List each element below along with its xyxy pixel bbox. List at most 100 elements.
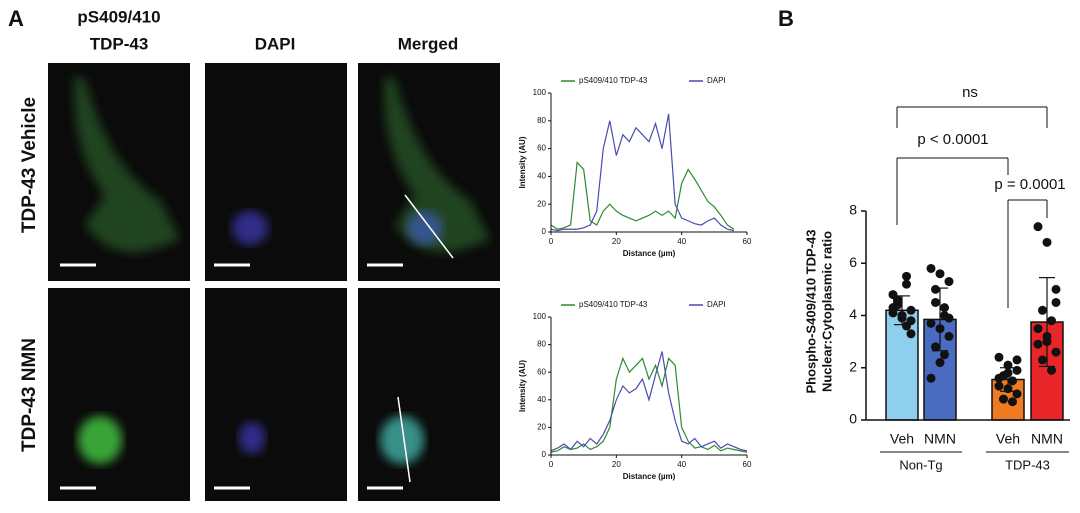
- image: [358, 288, 500, 501]
- data-point: [994, 373, 1004, 383]
- bar: [885, 309, 919, 421]
- x-tick-label: 40: [677, 460, 686, 469]
- x-tick-label: 60: [743, 460, 752, 469]
- legend-label: DAPI: [707, 76, 726, 85]
- data-point: [1051, 347, 1061, 357]
- data-point: [1012, 365, 1022, 375]
- profile-trace: [550, 356, 748, 453]
- annotation: p < 0.0001: [917, 131, 988, 148]
- data-point: [926, 263, 936, 273]
- x-tick-label: 60: [743, 237, 752, 246]
- data-point: [940, 350, 949, 360]
- group-label: TDP-43: [1005, 457, 1050, 472]
- y-tick-label: 60: [537, 367, 546, 376]
- data-point: [940, 303, 949, 313]
- panel-letter: B: [778, 6, 794, 31]
- data-point: [931, 342, 940, 352]
- data-point: [1051, 284, 1061, 294]
- legend-label: pS409/410 TDP-43: [579, 76, 648, 85]
- data-point: [935, 358, 945, 368]
- y-axis-label: Nuclear:Cytoplasmic ratio: [819, 231, 834, 392]
- scale-bars: [60, 263, 403, 490]
- y-tick-label: 6: [849, 254, 857, 270]
- data-point: [1003, 384, 1013, 394]
- data-point: [893, 300, 902, 310]
- data-point: [1003, 360, 1013, 370]
- column-header: Merged: [398, 34, 458, 53]
- y-tick-label: 0: [542, 450, 547, 459]
- column-header: DAPI: [255, 34, 296, 53]
- profile-line: [397, 396, 411, 483]
- data-point: [944, 313, 954, 323]
- image: [205, 63, 347, 281]
- nucleus: [239, 422, 265, 454]
- category-label: Veh: [996, 431, 1020, 447]
- nucleus: [407, 211, 443, 245]
- data-point: [1042, 337, 1052, 347]
- y-tick-label: 4: [849, 306, 857, 322]
- data-point: [897, 311, 907, 320]
- y-tick-label: 20: [537, 423, 546, 432]
- data-point: [926, 318, 936, 328]
- y-tick-label: 40: [537, 395, 546, 404]
- data-point: [1051, 297, 1061, 307]
- y-axis-label: Intensity (AU): [518, 360, 527, 412]
- profile-trace: [550, 351, 748, 452]
- data-point: [935, 269, 945, 279]
- cell: [384, 75, 490, 253]
- data-point: [1047, 365, 1056, 375]
- annotation: ns: [962, 84, 978, 101]
- panel-letter: A: [8, 6, 24, 31]
- data-point: [906, 329, 916, 339]
- y-tick-label: 100: [533, 88, 547, 97]
- image: [48, 288, 190, 501]
- data-point: [1008, 397, 1017, 407]
- x-axis-label: Distance (µm): [623, 249, 676, 258]
- data-point: [944, 277, 954, 287]
- data-point: [994, 381, 1004, 391]
- y-tick-label: 60: [537, 144, 546, 153]
- data-point: [1038, 355, 1047, 365]
- y-tick-label: 0: [849, 411, 857, 427]
- column-header: TDP-43: [90, 34, 149, 53]
- category-label: NMN: [1031, 431, 1063, 447]
- profile-line: [404, 194, 454, 259]
- profile-trace: [550, 161, 735, 230]
- category-label: Veh: [890, 431, 914, 447]
- x-tick-label: 20: [612, 237, 621, 246]
- y-axis-label: Phospho-S409/410 TDP-43: [803, 230, 818, 394]
- data-point: [1047, 316, 1056, 326]
- legend-label: DAPI: [707, 300, 726, 309]
- category-label: NMN: [924, 431, 956, 447]
- y-tick-label: 100: [533, 312, 547, 321]
- cell: [74, 75, 180, 253]
- data-point: [1038, 305, 1047, 315]
- data-point: [1012, 355, 1022, 365]
- data-point: [944, 331, 954, 341]
- legend-label: pS409/410 TDP-43: [579, 300, 648, 309]
- x-tick-label: 0: [549, 460, 554, 469]
- data-point: [926, 373, 936, 383]
- y-tick-label: 40: [537, 172, 546, 181]
- row-label: TDP-43 NMN: [19, 338, 40, 452]
- data-point: [1033, 222, 1043, 232]
- x-tick-label: 20: [612, 460, 621, 469]
- cell: [380, 416, 424, 464]
- data-point: [1042, 237, 1052, 247]
- group-label: Non-Tg: [899, 457, 942, 472]
- y-tick-label: 80: [537, 116, 546, 125]
- image: [205, 288, 347, 501]
- x-tick-label: 0: [549, 237, 554, 246]
- data-point: [1003, 368, 1013, 378]
- y-axis-label: Intensity (AU): [518, 136, 527, 188]
- data-point: [1033, 324, 1043, 334]
- annotation: p = 0.0001: [994, 176, 1065, 193]
- data-point: [1033, 339, 1043, 349]
- y-tick-label: 80: [537, 340, 546, 349]
- data-point: [902, 321, 911, 331]
- x-tick-label: 40: [677, 237, 686, 246]
- data-point: [1012, 389, 1022, 399]
- y-tick-label: 8: [849, 202, 857, 218]
- column-header: pS409/410: [77, 7, 160, 26]
